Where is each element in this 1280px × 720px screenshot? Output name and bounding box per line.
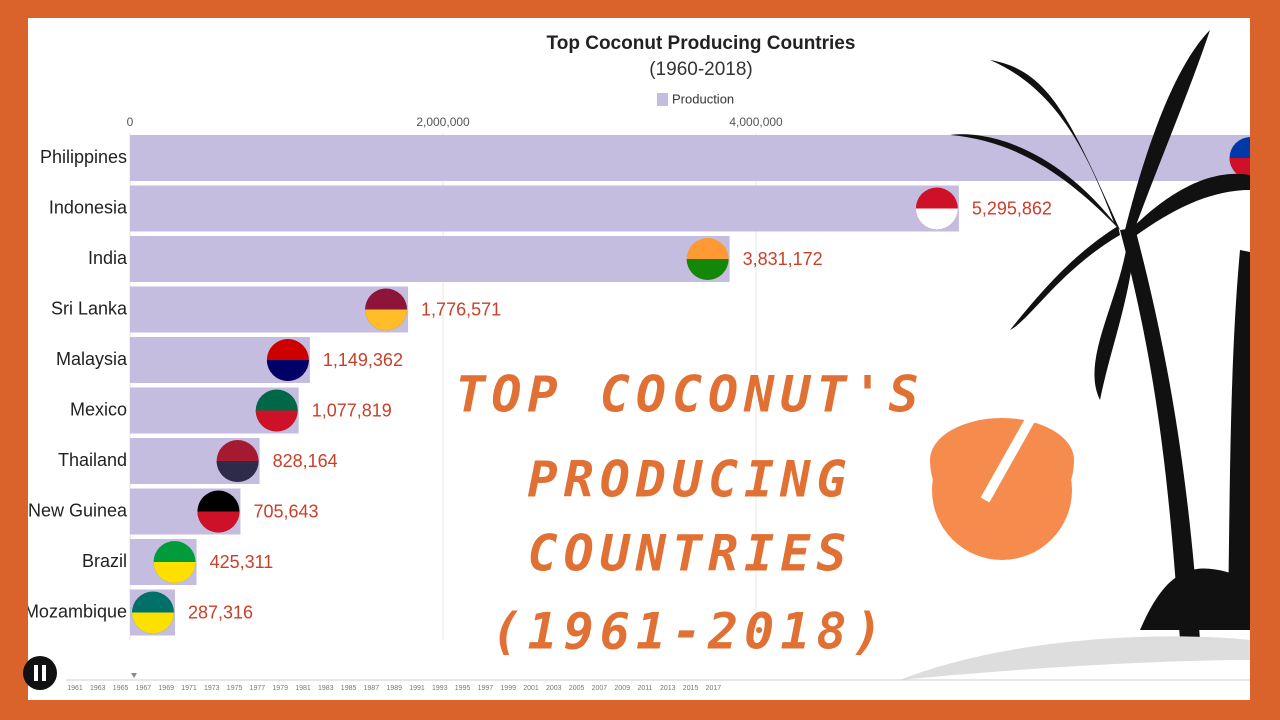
bar <box>130 135 1250 181</box>
pause-icon <box>34 665 38 681</box>
timeline-label: 1969 <box>158 685 174 692</box>
bar <box>130 185 959 232</box>
chart-subtitle: (1960-2018) <box>649 59 753 80</box>
timeline-label: 2001 <box>523 685 539 692</box>
flag <box>266 360 309 381</box>
y-tick-label: Mozambique <box>24 601 127 621</box>
value-label: 1,776,571 <box>421 299 501 319</box>
y-tick-label: Malaysia <box>56 349 128 369</box>
timeline-label: 2015 <box>683 685 699 692</box>
timeline-label: 1973 <box>204 685 220 692</box>
timeline-label: 1979 <box>272 685 288 692</box>
flag <box>255 410 298 432</box>
value-label: 1,077,819 <box>312 400 392 420</box>
timeline-label: 1971 <box>181 685 197 692</box>
timeline-label: 2017 <box>706 685 722 692</box>
y-tick-label: Philippines <box>40 147 127 167</box>
timeline-label: 1967 <box>136 685 152 692</box>
flag <box>686 259 729 280</box>
legend-swatch <box>657 93 668 106</box>
timeline-label: 1993 <box>432 685 448 692</box>
value-label: 828,164 <box>273 451 338 471</box>
annotation: PRODUCING <box>528 451 853 509</box>
y-tick-label: Brazil <box>82 551 127 571</box>
annotation: TOP COCONUT'S <box>455 366 924 424</box>
timeline-label: 1981 <box>295 685 311 692</box>
timeline-label: 2003 <box>546 685 562 692</box>
value-label: 287,316 <box>188 602 253 622</box>
flag <box>1229 158 1250 179</box>
timeline-label: 2007 <box>592 685 608 692</box>
timeline-label: 2011 <box>637 685 652 692</box>
value-label: 425,311 <box>210 552 274 572</box>
pause-button[interactable] <box>23 656 57 690</box>
timeline-label: 1999 <box>500 685 516 692</box>
timeline-label: 1961 <box>67 685 83 692</box>
palm-tree <box>900 30 1250 680</box>
timeline-label: 1995 <box>455 685 471 692</box>
value-label: 1,149,362 <box>323 350 403 370</box>
annotation: COUNTRIES <box>528 525 853 583</box>
y-tick-label: Sri Lanka <box>51 298 128 318</box>
timeline-label: 1987 <box>364 685 380 692</box>
legend-label: Production <box>672 91 734 106</box>
value-label: 3,831,172 <box>743 249 823 269</box>
flag <box>915 208 958 230</box>
timeline-label: 2005 <box>569 685 585 692</box>
bar <box>130 286 409 333</box>
timeline-label: 1985 <box>341 685 357 692</box>
y-tick-label: Papua New Guinea <box>0 500 128 520</box>
flag <box>153 562 196 583</box>
x-tick-label: 0 <box>127 115 134 129</box>
y-tick-label: Indonesia <box>49 197 128 217</box>
flag <box>131 612 174 634</box>
y-tick-label: Thailand <box>58 450 127 470</box>
value-label: 705,643 <box>253 501 318 521</box>
flag <box>365 309 408 331</box>
timeline-label: 2009 <box>614 685 630 692</box>
pause-icon <box>42 665 46 681</box>
chart-title: Top Coconut Producing Countries <box>547 33 856 54</box>
coconut-icon <box>930 376 1084 560</box>
timeline-marker <box>131 673 137 678</box>
timeline-label: 1975 <box>227 685 243 692</box>
timeline-label: 1963 <box>90 685 106 692</box>
flag <box>197 511 240 533</box>
y-tick-label: India <box>88 248 128 268</box>
x-tick-label: 4,000,000 <box>729 115 783 129</box>
timeline-label: 1991 <box>409 685 425 692</box>
y-tick-label: Mexico <box>70 399 127 419</box>
timeline-label: 1989 <box>386 685 402 692</box>
x-tick-label: 2,000,000 <box>416 115 470 129</box>
flag <box>216 461 259 482</box>
timeline-label: 1997 <box>478 685 494 692</box>
bar <box>130 236 730 282</box>
value-label: 5,295,862 <box>972 198 1052 218</box>
timeline-label: 1983 <box>318 685 334 692</box>
timeline-label: 2013 <box>660 685 676 692</box>
timeline-label: 1977 <box>250 685 266 692</box>
timeline-label: 1965 <box>113 685 129 692</box>
annotation: (1961-2018) <box>491 603 888 661</box>
